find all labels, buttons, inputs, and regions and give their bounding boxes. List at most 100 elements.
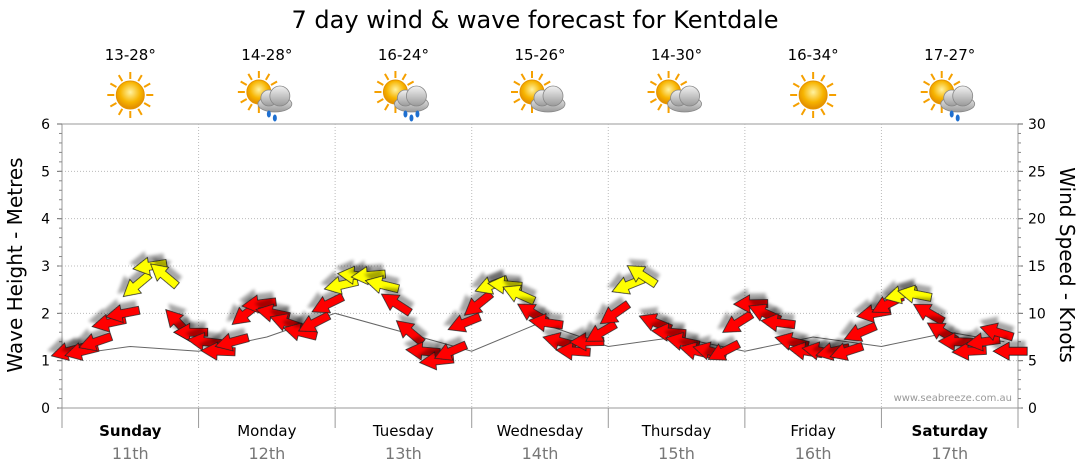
day-name: Monday (237, 422, 296, 440)
sun-ray (953, 80, 961, 86)
sun-ray (240, 98, 248, 104)
wind-arrow (528, 312, 564, 333)
sun-disc (798, 80, 828, 110)
right-axis: 0 5 10 15 20 25 30 (1018, 117, 1046, 417)
tick-label: 5 (41, 164, 50, 180)
tick-label: 0 (41, 401, 50, 417)
wind-arrow (297, 311, 332, 333)
day-date: 16th (795, 444, 832, 463)
temperature-range: 17-27° (924, 46, 975, 64)
rain-drop (272, 114, 277, 122)
temperature-range: 16-34° (788, 46, 839, 64)
wind-arrow (626, 265, 659, 289)
day-name: Thursday (641, 422, 712, 440)
cloud (667, 85, 702, 113)
sun-ray (792, 82, 800, 88)
sun-ray (401, 73, 407, 81)
sun-icon (107, 72, 154, 118)
wind-arrow (350, 265, 387, 286)
sun-cloud-icon (647, 71, 702, 113)
temperature-range: 13-28° (105, 46, 156, 64)
tick-label: 3 (41, 259, 50, 275)
wind-arrow (707, 339, 741, 361)
sun-ray (240, 80, 248, 86)
sun-ray (930, 73, 936, 81)
sun-ray (923, 80, 931, 86)
wind-arrow (200, 341, 236, 361)
sun-ray (649, 80, 657, 86)
wind-arrow (722, 310, 755, 333)
wind-arrow (599, 300, 632, 325)
cloud-part (542, 85, 564, 107)
sun-cloud-rain-icon (920, 71, 976, 122)
credit-text: www.seabreeze.com.au (894, 393, 1012, 404)
cloud (940, 85, 976, 113)
sun-ray (680, 80, 688, 86)
left-axis: 0 1 2 3 4 5 6 (41, 117, 62, 417)
sun-ray (109, 102, 117, 108)
wind-arrow (78, 332, 114, 352)
left-axis-title: Wave Height - Metres (3, 157, 27, 372)
cloud (257, 85, 293, 113)
wind-arrow (502, 284, 537, 306)
wind-arrow (912, 303, 946, 326)
wind-arrow (214, 332, 250, 352)
temperature-range: 14-28° (241, 46, 292, 64)
rain-drop (403, 110, 408, 118)
sun-ray (513, 80, 521, 86)
sun-ray (543, 80, 551, 86)
temperature-range: 14-30° (651, 46, 702, 64)
wind-arrow (979, 322, 1015, 342)
wind-arrow (433, 340, 469, 361)
day-name: Sunday (99, 422, 162, 440)
sun-icon (790, 72, 837, 118)
wind-arrow (897, 284, 933, 304)
day-name: Friday (790, 422, 836, 440)
cloud-part (406, 85, 427, 107)
tick-label: 15 (1028, 259, 1046, 275)
sun-ray (792, 102, 800, 108)
day-date: 12th (248, 444, 285, 463)
sun-ray (137, 74, 143, 82)
tick-label: 30 (1028, 117, 1046, 133)
temperature-range: 16-24° (378, 46, 429, 64)
sun-disc (115, 80, 145, 110)
wind-arrow (992, 341, 1028, 361)
grid (62, 124, 1018, 408)
sun-ray (820, 74, 826, 82)
sun-ray (270, 80, 278, 86)
wind-arrow (829, 341, 865, 361)
day-date: 17th (931, 444, 968, 463)
sun-ray (117, 108, 124, 116)
right-axis-title: Wind Speed - Knots (1055, 167, 1079, 363)
tick-label: 5 (1028, 354, 1037, 370)
sun-ray (800, 108, 807, 116)
cloud-part (679, 85, 700, 107)
sun-cloud-rain-icon (237, 71, 293, 122)
wind-arrow (364, 275, 400, 294)
day-name: Tuesday (372, 422, 434, 440)
chart-title: 7 day wind & wave forecast for Kentdale (292, 6, 779, 34)
tick-label: 20 (1028, 212, 1046, 228)
wind-arrow (380, 293, 413, 317)
sun-cloud-heavy-rain-icon (374, 71, 429, 122)
sun-ray (143, 102, 151, 108)
wind-arrow (447, 312, 482, 333)
sun-ray (117, 74, 124, 82)
day-date: 15th (658, 444, 695, 463)
sun-ray (800, 74, 807, 82)
rain-drop (949, 110, 954, 118)
cloud (530, 85, 566, 113)
day-name: Saturday (912, 422, 989, 440)
tick-label: 10 (1028, 306, 1046, 322)
day-date: 13th (385, 444, 422, 463)
cloud-part (269, 85, 291, 107)
sun-cloud-icon (511, 71, 566, 113)
wind-arrow (760, 312, 796, 333)
sun-ray (520, 73, 526, 81)
day-name: Wednesday (497, 422, 584, 440)
tick-label: 6 (41, 117, 50, 133)
wind-arrow (311, 292, 345, 314)
wind-arrow (132, 256, 168, 276)
